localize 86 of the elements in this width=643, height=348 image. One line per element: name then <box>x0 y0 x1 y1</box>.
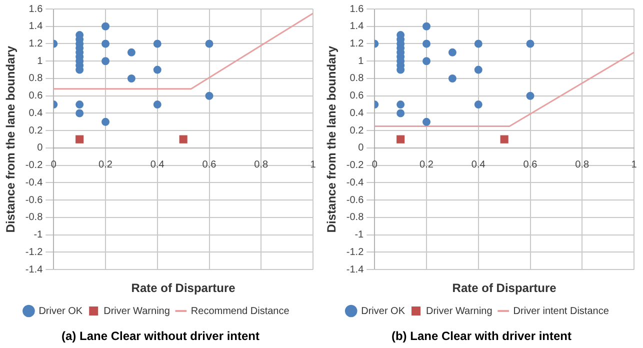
y-tick-label: 0.6 <box>350 90 364 102</box>
y-tick-label: -0.6 <box>25 194 44 206</box>
point <box>474 66 482 74</box>
y-tick-label: 1.4 <box>28 21 44 32</box>
y-tick-label: -0.6 <box>346 194 364 206</box>
x-tick-label: 1 <box>631 160 638 171</box>
legend-label: Recommend Distance <box>190 306 290 317</box>
x-tick-label: 0.6 <box>202 160 217 171</box>
point <box>102 40 110 48</box>
y-tick-label: -1 <box>34 230 44 241</box>
point <box>448 74 456 82</box>
x-tick-label: 0.8 <box>575 160 590 171</box>
y-tick-label: 1.2 <box>350 38 364 50</box>
y-tick-label: 1.2 <box>28 38 44 50</box>
x-axis-title: Rate of Disparture <box>131 281 236 296</box>
y-tick-label: -0.4 <box>346 177 364 188</box>
point <box>526 40 534 48</box>
y-tick-label: 0.2 <box>350 125 364 136</box>
y-tick-label: 0.8 <box>28 73 44 84</box>
y-tick-label: 1.6 <box>350 4 364 15</box>
x-tick-label: 0.4 <box>471 160 486 171</box>
x-tick-label: 1 <box>310 160 316 171</box>
point <box>76 109 84 118</box>
y-axis-title: Distance from the lane boundary <box>324 46 339 233</box>
y-tick-label: -0.2 <box>25 160 44 172</box>
y-tick-label: 1.6 <box>28 4 44 15</box>
y-tick-label: -1.2 <box>25 246 44 258</box>
x-axis-title: Rate of Disparture <box>452 281 557 296</box>
y-tick-label: 0.4 <box>28 108 44 119</box>
y-tick-label: 0.4 <box>350 108 364 119</box>
point <box>102 22 110 30</box>
y-tick-label: 1 <box>37 56 44 67</box>
point <box>422 57 431 66</box>
point <box>396 135 405 144</box>
point <box>205 92 214 100</box>
legend-label: Driver Warning <box>426 306 492 317</box>
point <box>153 40 162 48</box>
y-tick-label: 0 <box>358 142 364 154</box>
point <box>526 92 534 100</box>
legend-label: Driver Warning <box>104 306 170 317</box>
y-tick-label: -1.4 <box>25 264 44 276</box>
y-tick-label: 1 <box>358 56 364 67</box>
legend-label: Driver OK <box>361 306 406 317</box>
point <box>76 100 84 109</box>
point <box>422 40 431 48</box>
point <box>474 40 482 48</box>
y-tick-label: -0.4 <box>25 177 44 188</box>
x-tick-label: 0 <box>50 160 57 171</box>
y-tick-label: 0 <box>37 142 44 154</box>
y-tick-label: -0.8 <box>346 212 364 224</box>
point <box>448 48 456 56</box>
point <box>500 135 508 144</box>
y-tick-label: 1.4 <box>350 21 364 32</box>
point <box>422 118 431 126</box>
y-tick-label: 0.6 <box>28 90 44 102</box>
y-tick-label: 0.8 <box>350 73 364 84</box>
x-tick-label: 0 <box>372 160 378 171</box>
legend-label: Driver OK <box>38 306 83 317</box>
point <box>127 48 136 56</box>
point <box>153 66 162 74</box>
text: (b) Lane Clear with driver intent <box>390 328 573 345</box>
y-tick-label: -1.2 <box>346 246 364 258</box>
point <box>422 22 431 30</box>
text: (a) Lane Clear without driver intent <box>60 328 261 345</box>
point <box>205 40 214 48</box>
point <box>396 109 405 118</box>
legend-label: Driver intent Distance <box>513 306 610 317</box>
point <box>127 74 136 82</box>
y-tick-label: -1 <box>354 230 364 241</box>
point <box>474 100 482 109</box>
x-tick-label: 0.8 <box>254 160 269 171</box>
point <box>76 135 84 144</box>
x-tick-label: 0.6 <box>523 160 538 171</box>
point <box>102 118 110 126</box>
point <box>153 100 162 109</box>
y-axis-title: Distance from the lane boundary <box>4 46 18 233</box>
x-tick-label: 0.2 <box>98 160 113 171</box>
y-tick-label: 0.2 <box>28 125 44 136</box>
y-tick-label: -1.4 <box>346 264 364 276</box>
y-tick-label: -0.2 <box>346 160 364 172</box>
x-tick-label: 0.2 <box>420 160 434 171</box>
point <box>179 135 188 144</box>
point <box>102 57 110 66</box>
y-tick-label: -0.8 <box>25 212 44 224</box>
x-tick-label: 0.4 <box>150 160 165 171</box>
point <box>396 100 405 109</box>
